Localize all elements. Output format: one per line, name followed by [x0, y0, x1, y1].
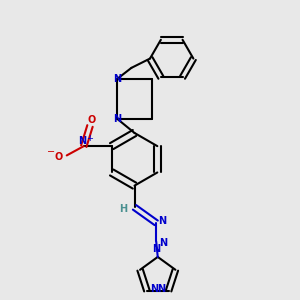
Text: N: N — [152, 244, 160, 254]
Text: O: O — [87, 115, 96, 125]
Text: +: + — [87, 134, 93, 143]
Text: N: N — [151, 284, 159, 294]
Text: −: − — [46, 147, 55, 157]
Text: O: O — [55, 152, 63, 162]
Text: N: N — [158, 216, 166, 226]
Text: N: N — [113, 74, 122, 84]
Text: N: N — [78, 136, 86, 146]
Text: N: N — [113, 114, 122, 124]
Text: N: N — [159, 238, 167, 248]
Text: H: H — [120, 204, 128, 214]
Text: N: N — [157, 284, 165, 294]
